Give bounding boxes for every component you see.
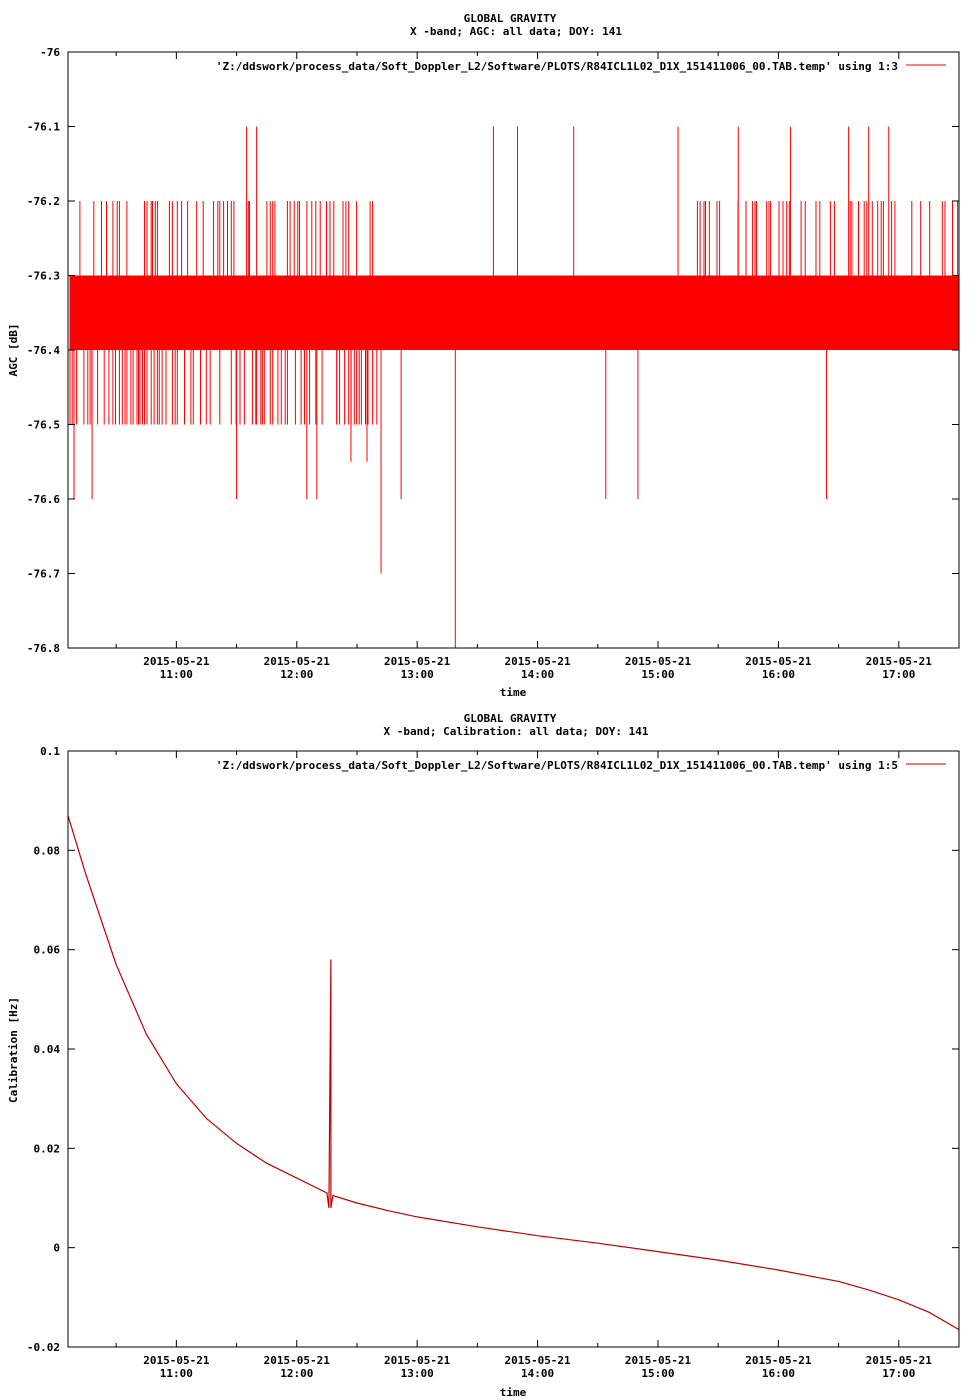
agc-y-tick-label: -76.3: [27, 270, 60, 283]
agc-x-tick-time: 16:00: [762, 668, 795, 681]
agc-y-tick-label: -76.5: [27, 419, 60, 432]
calibration-plot-frame: [67, 750, 960, 1348]
agc-y-tick-label: -76.2: [27, 195, 60, 208]
calibration-chart-title: GLOBAL GRAVITY: [464, 712, 557, 725]
calibration-x-tick-date: 2015-05-21: [504, 1354, 571, 1367]
agc-y-tick-label: -76: [40, 46, 60, 59]
calibration-y-tick-label: 0.06: [34, 944, 61, 957]
calibration-y-tick-label: 0.02: [34, 1142, 61, 1155]
calibration-x-tick-time: 11:00: [160, 1367, 193, 1380]
calibration-chart-subtitle: X -band; Calibration: all data; DOY: 141: [384, 725, 649, 738]
calibration-y-tick-label: 0: [53, 1242, 60, 1255]
calibration-x-tick-time: 12:00: [280, 1367, 313, 1380]
agc-y-tick-label: -76.6: [27, 493, 60, 506]
calibration-chart: GLOBAL GRAVITY X -band; Calibration: all…: [7, 712, 960, 1399]
agc-y-axis-label: AGC [dB]: [7, 324, 20, 377]
agc-y-tick-label: -76.1: [27, 121, 60, 134]
calibration-legend-label: 'Z:/ddswork/process_data/Soft_Doppler_L2…: [216, 759, 898, 772]
calibration-y-tick-label: 0.08: [34, 844, 61, 857]
agc-x-tick-time: 15:00: [641, 668, 674, 681]
calibration-series-line: [67, 815, 960, 1331]
agc-legend-label: 'Z:/ddswork/process_data/Soft_Doppler_L2…: [216, 60, 898, 73]
agc-y-tick-label: -76.8: [27, 642, 60, 655]
agc-chart-title: GLOBAL GRAVITY: [464, 12, 557, 25]
calibration-x-tick-time: 13:00: [401, 1367, 434, 1380]
calibration-x-axis: 2015-05-2111:002015-05-2112:002015-05-21…: [115, 751, 933, 1380]
calibration-x-tick-date: 2015-05-21: [625, 1354, 692, 1367]
calibration-x-tick-date: 2015-05-21: [866, 1354, 933, 1367]
agc-x-tick-time: 12:00: [280, 668, 313, 681]
calibration-x-tick-time: 16:00: [762, 1367, 795, 1380]
calibration-data-marks: [67, 815, 960, 1331]
agc-data-marks: [69, 126, 959, 648]
calibration-x-tick-date: 2015-05-21: [384, 1354, 451, 1367]
agc-x-tick-time: 17:00: [882, 668, 915, 681]
agc-x-tick-time: 11:00: [160, 668, 193, 681]
agc-y-axis: -76 -76.1 -76.2 -76.3 -76.4 -76.5 -76.6 -76.7 -7…: [27, 46, 959, 655]
calibration-y-axis: 0.1 0.08 0.06 0.04 0.02 0 -0.02: [27, 745, 959, 1354]
calibration-y-tick-label: 0.1: [40, 745, 60, 758]
agc-x-tick-time: 14:00: [521, 668, 554, 681]
calibration-x-axis-label: time: [500, 1386, 527, 1399]
calibration-y-axis-label: Calibration [Hz]: [7, 997, 20, 1103]
calibration-y-tick-label: 0.04: [34, 1043, 61, 1056]
calibration-x-tick-date: 2015-05-21: [143, 1354, 210, 1367]
agc-chart-subtitle: X -band; AGC: all data; DOY: 141: [410, 25, 622, 38]
agc-x-tick-date: 2015-05-21: [143, 655, 210, 668]
agc-y-tick-label: -76.4: [27, 344, 60, 357]
calibration-y-tick-label: -0.02: [27, 1341, 60, 1354]
calibration-x-tick-time: 17:00: [882, 1367, 915, 1380]
calibration-x-tick-date: 2015-05-21: [745, 1354, 812, 1367]
agc-y-tick-label: -76.7: [27, 568, 60, 581]
calibration-x-tick-time: 15:00: [641, 1367, 674, 1380]
agc-legend: 'Z:/ddswork/process_data/Soft_Doppler_L2…: [216, 60, 946, 73]
agc-x-tick-time: 13:00: [401, 668, 434, 681]
agc-x-tick-date: 2015-05-21: [504, 655, 571, 668]
agc-x-tick-date: 2015-05-21: [264, 655, 331, 668]
calibration-x-tick-date: 2015-05-21: [264, 1354, 331, 1367]
agc-x-tick-date: 2015-05-21: [745, 655, 812, 668]
agc-band: [377, 275, 689, 350]
agc-x-tick-date: 2015-05-21: [866, 655, 933, 668]
agc-x-tick-date: 2015-05-21: [625, 655, 692, 668]
calibration-x-tick-time: 14:00: [521, 1367, 554, 1380]
agc-x-tick-date: 2015-05-21: [384, 655, 451, 668]
agc-x-axis: 2015-05-2111:002015-05-2112:002015-05-21…: [115, 52, 933, 681]
agc-chart: GLOBAL GRAVITY X -band; AGC: all data; D…: [7, 12, 960, 699]
calibration-legend: 'Z:/ddswork/process_data/Soft_Doppler_L2…: [216, 759, 946, 772]
agc-x-axis-label: time: [500, 686, 527, 699]
